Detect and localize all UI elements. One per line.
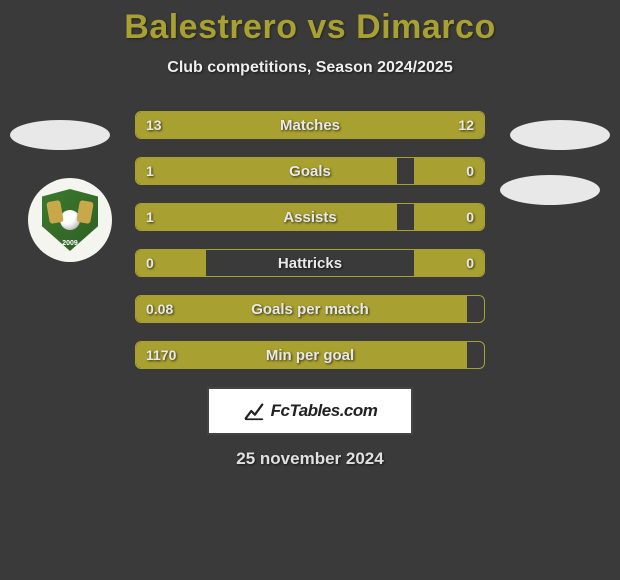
stat-bar-right-fill <box>414 158 484 184</box>
club-badge: 2009 <box>28 178 112 262</box>
stat-bars: Matches1312 Goals10 Assists10 Hattricks00 Go… <box>135 111 485 369</box>
player-left-placeholder-icon <box>10 120 110 150</box>
stat-bar-left-fill <box>136 204 397 230</box>
badge-year: 2009 <box>42 240 98 247</box>
player-right-placeholder-2-icon <box>500 175 600 205</box>
stat-bar-left-fill <box>136 158 397 184</box>
stat-bar-left-fill <box>136 250 206 276</box>
stat-bar-row: Min per goal1170 <box>135 341 485 369</box>
stat-bar-left-fill <box>136 342 467 368</box>
page-title: Balestrero vs Dimarco <box>0 8 620 47</box>
fctables-logo[interactable]: FcTables.com <box>207 387 413 435</box>
club-badge-ring: 2009 <box>28 178 112 262</box>
club-badge-shield-icon: 2009 <box>42 189 98 251</box>
fctables-logo-text: FcTables.com <box>271 401 378 421</box>
stat-bar-right-fill <box>414 250 484 276</box>
root: Balestrero vs Dimarco Club competitions,… <box>0 0 620 469</box>
badge-lion-right-icon <box>76 200 94 224</box>
player-right-placeholder-icon <box>510 120 610 150</box>
stat-bar-right-fill <box>414 204 484 230</box>
stat-bar-right-fill <box>317 112 484 138</box>
stat-bar-left-fill <box>136 296 467 322</box>
stat-bar-left-fill <box>136 112 317 138</box>
stat-bar-row: Assists10 <box>135 203 485 231</box>
stat-bar-row: Matches1312 <box>135 111 485 139</box>
stat-bar-row: Goals per match0.08 <box>135 295 485 323</box>
chart-icon <box>243 400 265 422</box>
stat-bar-row: Hattricks00 <box>135 249 485 277</box>
badge-lion-left-icon <box>46 200 64 224</box>
page-subtitle: Club competitions, Season 2024/2025 <box>0 59 620 77</box>
snapshot-date: 25 november 2024 <box>0 449 620 469</box>
stat-bar-row: Goals10 <box>135 157 485 185</box>
